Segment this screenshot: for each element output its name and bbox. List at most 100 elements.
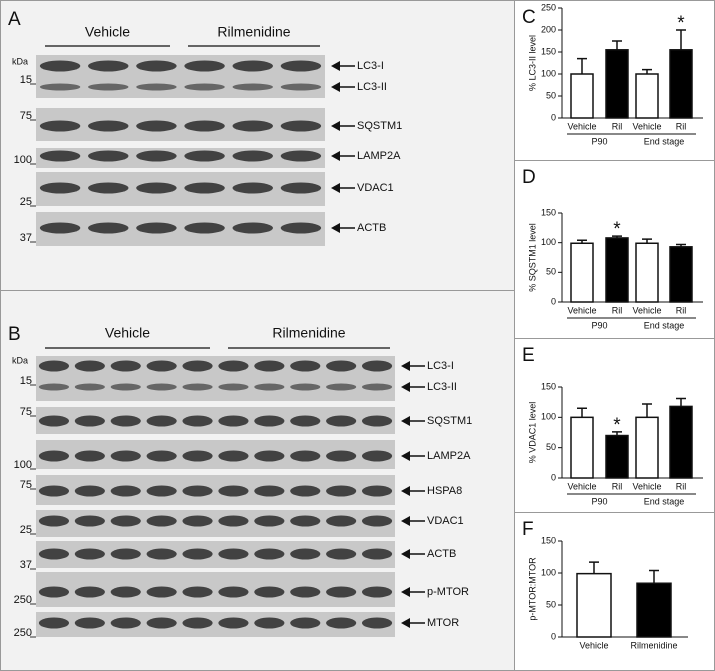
error-bar [642, 238, 652, 244]
blot-band [254, 450, 285, 462]
y-tick-label: 100 [541, 567, 556, 577]
blot-band [74, 548, 105, 560]
blot-band [146, 360, 177, 372]
bar [576, 572, 612, 638]
y-tick-label: 0 [551, 472, 556, 482]
error-bar [612, 40, 622, 50]
bar [570, 73, 594, 119]
blot-band [146, 586, 177, 598]
blot-band [136, 182, 177, 194]
blot-band [39, 60, 81, 72]
y-tick-label: 200 [541, 24, 556, 34]
group-label: Vehicle [105, 325, 150, 341]
x-tick-label: Ril [676, 121, 687, 131]
blot-band [361, 415, 393, 427]
blot-band [290, 415, 321, 427]
x-tick-label: Vehicle [632, 481, 661, 491]
y-tick-label: 150 [541, 46, 556, 56]
blot-strip [36, 212, 325, 246]
protein-label: VDAC1 [427, 515, 464, 527]
blot-band [136, 150, 177, 162]
bar [669, 49, 693, 119]
blot-band [361, 548, 393, 560]
blot-band [88, 150, 129, 162]
error-bar [676, 29, 686, 50]
blot-band [182, 515, 213, 527]
arrow-head [401, 587, 410, 597]
blot-band [290, 548, 321, 560]
protein-label: ACTB [427, 548, 456, 560]
error-bar [676, 243, 686, 247]
blot-band [110, 515, 141, 527]
blot-band [38, 515, 70, 527]
significance: * [613, 415, 621, 436]
blot-band [146, 548, 177, 560]
protein-label: LC3-I [357, 60, 384, 72]
blot-band [232, 150, 273, 162]
y-tick-label: 150 [541, 535, 556, 545]
y-axis-label: % LC3-II level [527, 35, 537, 91]
group-label: P90 [591, 496, 607, 506]
y-tick-label: 150 [541, 381, 556, 391]
protein-label: LC3-II [427, 381, 457, 393]
blot-band [218, 485, 249, 497]
blot-band [280, 120, 322, 132]
blot-band [326, 450, 357, 462]
blot-band [38, 485, 70, 497]
blot-band [110, 415, 141, 427]
y-axis-label: % VDAC1 level [527, 402, 537, 464]
blot-band [361, 360, 393, 372]
panel-letter: E [522, 345, 535, 366]
y-tick-label: 50 [546, 599, 556, 609]
blot-strip [36, 108, 325, 141]
blot-band [232, 182, 273, 194]
blot-band [280, 182, 322, 194]
y-tick-label: 250 [541, 2, 556, 12]
blot-band [110, 360, 141, 372]
y-tick-label: 50 [546, 267, 556, 277]
marker-label: 75 [20, 479, 32, 491]
x-tick-label: Vehicle [632, 305, 661, 315]
blot-band [110, 450, 141, 462]
x-tick-label: Ril [612, 481, 623, 491]
panel-letter: A [8, 9, 21, 30]
significance: * [677, 13, 685, 34]
group-label: P90 [591, 136, 607, 146]
marker-label: 250 [14, 627, 32, 639]
blot-band [218, 360, 249, 372]
bar [635, 242, 659, 303]
blot-band [38, 415, 70, 427]
blot-band [74, 360, 105, 372]
marker-label: 25 [20, 524, 32, 536]
blot-band [182, 617, 213, 629]
blot-band [254, 360, 285, 372]
protein-label: VDAC1 [357, 182, 394, 194]
marker-label: 25 [20, 196, 32, 208]
blot-band [146, 617, 177, 629]
error-bar [577, 407, 587, 418]
blot-band [38, 383, 70, 391]
blot-band [326, 485, 357, 497]
blot-band [182, 415, 213, 427]
blot-band [136, 83, 177, 91]
protein-label: LC3-I [427, 360, 454, 372]
blot-band [182, 548, 213, 560]
significance: * [613, 219, 621, 240]
blot-band [280, 83, 322, 91]
y-tick-label: 0 [551, 631, 556, 641]
blot-band [361, 485, 393, 497]
blot-band [146, 415, 177, 427]
blot-band [290, 383, 321, 391]
blot-band [361, 586, 393, 598]
blot-band [232, 120, 273, 132]
panel-letter: D [522, 167, 536, 188]
x-tick-label: Vehicle [579, 640, 608, 650]
bar [669, 405, 693, 479]
group-label: Vehicle [85, 24, 130, 40]
y-tick-label: 50 [546, 90, 556, 100]
blot-band [88, 120, 129, 132]
blot-band [254, 515, 285, 527]
blot-band [184, 222, 225, 234]
blot-band [182, 485, 213, 497]
panel-letter: B [8, 324, 21, 345]
